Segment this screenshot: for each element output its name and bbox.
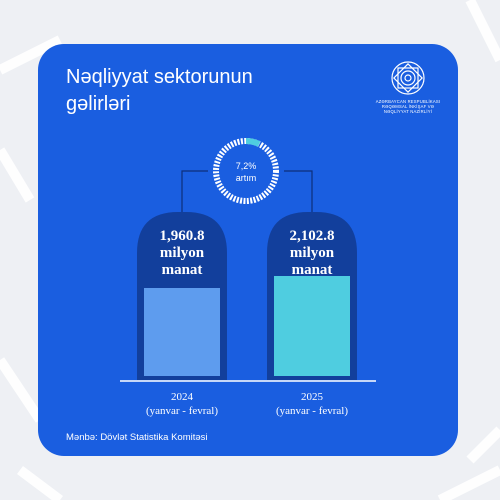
logo-line-3: NƏQLİYYAT NAZİRLİYİ: [383, 109, 433, 114]
connector-left: [181, 170, 208, 212]
value-label-line: milyon: [290, 245, 335, 261]
ornamental-rosette-icon: [391, 61, 425, 95]
value-label-0: 1,960.8 milyon manat: [160, 228, 205, 278]
growth-ring-fill: [213, 138, 279, 204]
value-label-line: milyon: [160, 245, 205, 261]
category-period-1: (yanvar - fevral): [276, 405, 348, 417]
category-year-1: 2025: [301, 391, 324, 403]
value-label-1: 2,102.8 milyon manat: [290, 228, 335, 278]
value-label-line: manat: [162, 262, 203, 278]
value-label-line: 1,960.8: [160, 228, 205, 244]
source-note: Mənbə: Dövlət Statistika Komitəsi: [66, 432, 208, 443]
value-label-line: 2,102.8: [290, 228, 335, 244]
category-year-0: 2024: [171, 391, 194, 403]
growth-ring-track: [213, 138, 279, 204]
logo-line-1: AZƏRBAYCAN RESPUBLİKASI: [375, 99, 441, 104]
infographic-card: Nəqliyyat sektorunun gəlirləri AZƏRBAYCA…: [38, 44, 458, 456]
page-title: Nəqliyyat sektorunun gəlirləri: [66, 66, 253, 115]
growth-label: artım: [236, 173, 257, 183]
ministry-logo: AZƏRBAYCAN RESPUBLİKASI RƏQƏMSAL İNKİŞAF…: [373, 60, 443, 114]
category-period-0: (yanvar - fevral): [146, 405, 218, 417]
connector-right: [284, 170, 313, 212]
bar-0: [144, 288, 220, 376]
value-label-line: manat: [292, 262, 333, 278]
bar-1: [274, 276, 350, 376]
growth-value: 7,2%: [236, 161, 257, 171]
logo-line-2: RƏQƏMSAL İNKİŞAF VƏ: [381, 104, 435, 109]
